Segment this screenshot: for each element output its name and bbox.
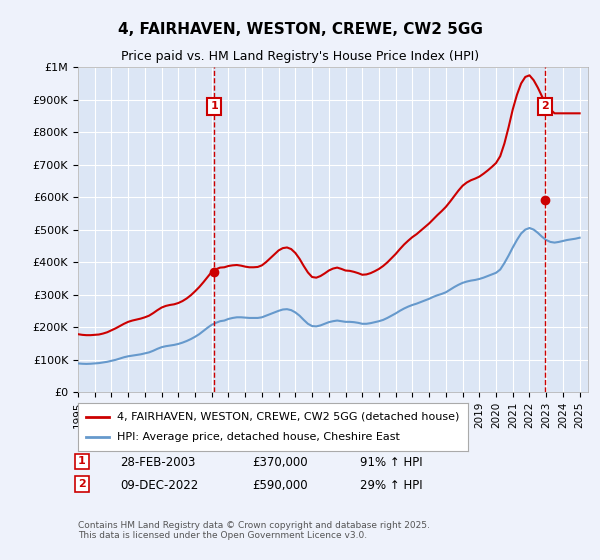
- Text: £370,000: £370,000: [252, 456, 308, 469]
- Text: 29% ↑ HPI: 29% ↑ HPI: [360, 479, 422, 492]
- Text: Price paid vs. HM Land Registry's House Price Index (HPI): Price paid vs. HM Land Registry's House …: [121, 50, 479, 63]
- Text: 4, FAIRHAVEN, WESTON, CREWE, CW2 5GG (detached house): 4, FAIRHAVEN, WESTON, CREWE, CW2 5GG (de…: [117, 412, 460, 422]
- Text: 91% ↑ HPI: 91% ↑ HPI: [360, 456, 422, 469]
- Text: £590,000: £590,000: [252, 479, 308, 492]
- Text: Contains HM Land Registry data © Crown copyright and database right 2025.
This d: Contains HM Land Registry data © Crown c…: [78, 521, 430, 540]
- Text: 2: 2: [541, 101, 549, 111]
- Text: 09-DEC-2022: 09-DEC-2022: [120, 479, 198, 492]
- Text: 28-FEB-2003: 28-FEB-2003: [120, 456, 196, 469]
- Text: 4, FAIRHAVEN, WESTON, CREWE, CW2 5GG: 4, FAIRHAVEN, WESTON, CREWE, CW2 5GG: [118, 22, 482, 38]
- Text: HPI: Average price, detached house, Cheshire East: HPI: Average price, detached house, Ches…: [117, 432, 400, 442]
- Text: 2: 2: [78, 479, 86, 489]
- Text: 1: 1: [211, 101, 218, 111]
- Text: 1: 1: [78, 456, 86, 466]
